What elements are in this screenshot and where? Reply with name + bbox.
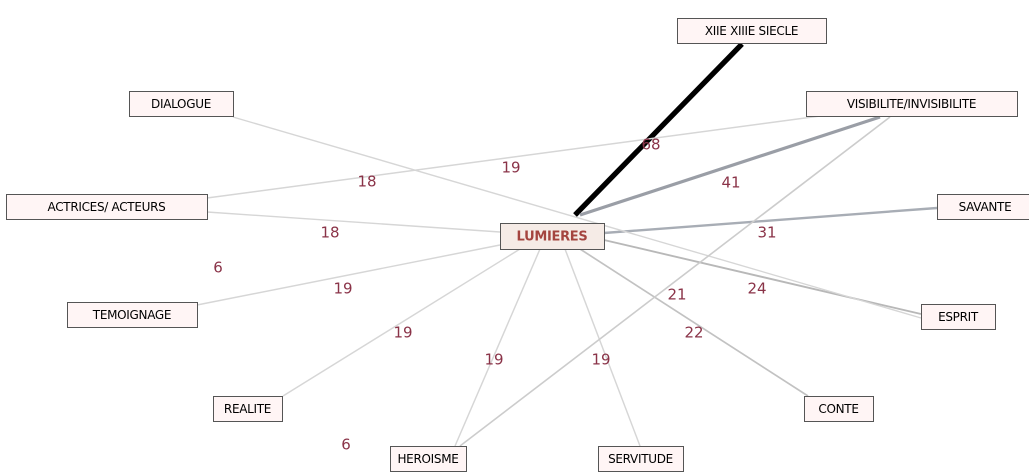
node-label: SAVANTE [959, 200, 1012, 214]
edge [564, 248, 641, 447]
node-label: TEMOIGNAGE [92, 308, 171, 322]
edge-label: 19 [393, 324, 412, 342]
node-label: CONTE [818, 402, 858, 416]
node-box [937, 194, 1029, 220]
edge-label: 19 [501, 159, 520, 177]
edge-label: 31 [757, 224, 776, 242]
edge-label: 6 [213, 259, 223, 277]
node-box [598, 446, 684, 472]
node-box [921, 304, 996, 330]
node-label: SERVITUDE [608, 452, 673, 466]
node-label: DIALOGUE [151, 97, 211, 111]
node-label: HEROISME [397, 452, 458, 466]
edge-label: 22 [684, 324, 703, 342]
edge [579, 115, 881, 217]
node-box [806, 91, 1018, 117]
node-box [390, 446, 467, 472]
edge [282, 248, 521, 397]
node-label: VISIBILITE/INVISIBILITE [847, 97, 976, 111]
node-box [500, 223, 605, 250]
edge [459, 116, 891, 447]
node-label: REALITE [224, 402, 271, 416]
edge [454, 248, 541, 447]
node-label: XIIE XIIIE SIECLE [705, 24, 798, 38]
node-box [804, 396, 874, 422]
edge-label: 68 [641, 136, 660, 154]
edge-label: 19 [484, 351, 503, 369]
edge-label: 41 [721, 174, 740, 192]
edge [206, 115, 821, 199]
node-box [67, 302, 198, 328]
edge-label: 21 [667, 286, 686, 304]
edge-label: 24 [747, 280, 766, 298]
node-box [213, 396, 283, 422]
nodes: LUMIERES XIIE XIIIE SIECLE DIALOGUE VISIBIL… [6, 18, 1029, 472]
node-box [6, 194, 208, 220]
edge-label: 19 [333, 280, 352, 298]
edge [573, 42, 744, 217]
edge [579, 248, 809, 397]
edge-label: 6 [341, 436, 351, 454]
edge [603, 206, 938, 235]
edge [232, 116, 922, 319]
edge-labels: 68 41 31 24 22 19 19 19 19 18 18 19 21 6 6 [213, 136, 776, 454]
node-box [129, 91, 234, 117]
node-label: LUMIERES [517, 230, 588, 245]
edge [196, 244, 501, 306]
edge-label: 18 [320, 224, 339, 242]
edge-label: 18 [357, 173, 376, 191]
edge-label: 19 [591, 351, 610, 369]
node-label: ESPRIT [938, 310, 979, 324]
edge [206, 211, 501, 233]
edge [603, 239, 922, 315]
edges [196, 42, 938, 447]
node-label: ACTRICES/ ACTEURS [48, 200, 166, 214]
node-box [677, 18, 827, 44]
